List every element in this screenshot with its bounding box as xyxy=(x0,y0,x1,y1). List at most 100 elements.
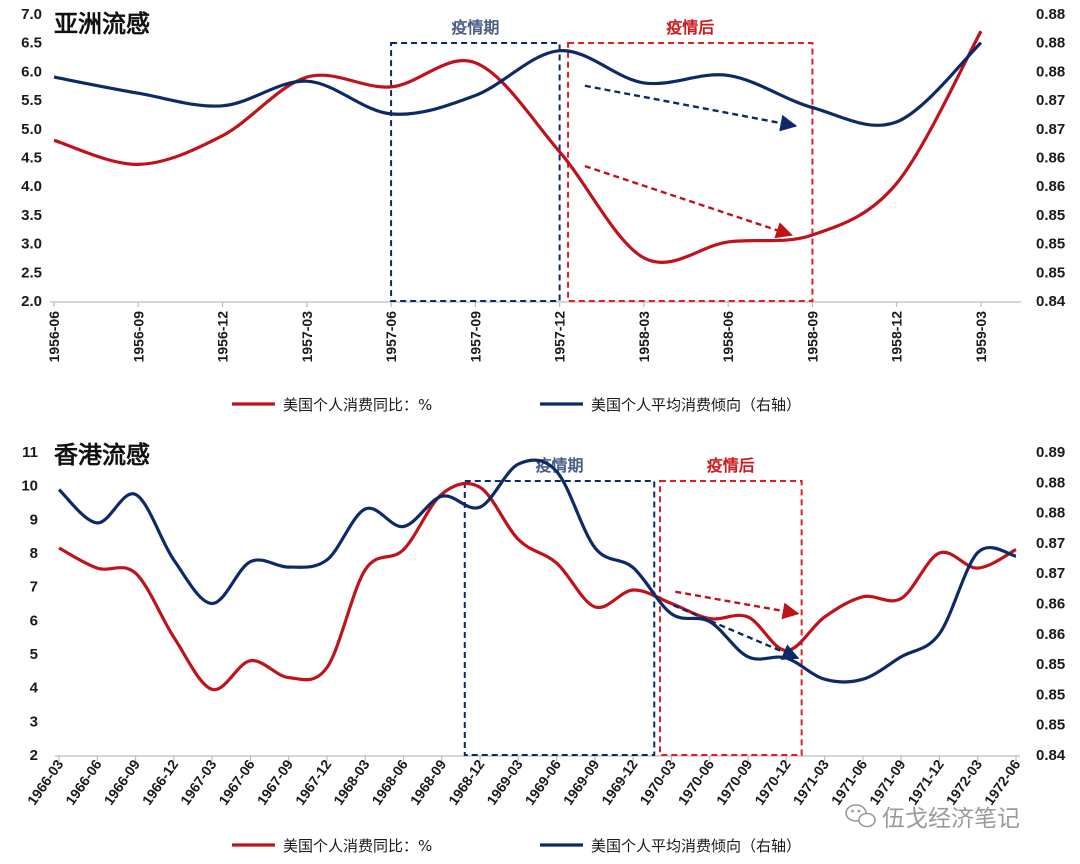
y-tick-label: 8 xyxy=(30,545,38,562)
y-tick-label: 6 xyxy=(30,612,38,629)
x-tick-label: 1967-03 xyxy=(177,756,220,807)
x-tick-label: 1957-12 xyxy=(552,311,568,363)
y-tick-label: 2 xyxy=(30,747,38,764)
y-tick-label: 6.0 xyxy=(21,63,42,80)
legend-label-propensity: 美国个人平均消费倾向（右轴） xyxy=(591,396,801,414)
series-line-propensity xyxy=(57,458,1017,684)
y-axis-right: 0.84 0.85 0.85 0.85 0.86 0.86 0.87 0.87 0.88 0.88… xyxy=(1036,6,1066,310)
annotation-box-label: 疫情期 xyxy=(536,456,584,475)
x-tick-label: 1967-06 xyxy=(215,756,258,807)
x-axis-ticks: 1966-031966-061966-091966-121967-031967-… xyxy=(24,756,1024,808)
y-axis-left: 2 3 4 5 6 7 8 9 10 11 xyxy=(21,444,38,764)
y-tick-label: 4 xyxy=(30,680,39,697)
annotation-boxes: 疫情期 疫情后 xyxy=(390,18,814,302)
y2-tick-label: 0.86 xyxy=(1036,626,1065,643)
y-tick-label: 4.0 xyxy=(21,178,42,195)
x-tick-label: 1966-06 xyxy=(62,756,105,807)
y-tick-label: 7.0 xyxy=(21,6,42,23)
trend-arrows xyxy=(584,84,798,239)
y-tick-label: 2.0 xyxy=(21,293,42,310)
watermark-text: 伍戈经济笔记 xyxy=(882,806,1020,832)
y-tick-label: 7 xyxy=(30,579,38,596)
y2-tick-label: 0.84 xyxy=(1036,747,1066,764)
wechat-icon xyxy=(845,804,876,828)
y-axis-right: 0.84 0.85 0.85 0.85 0.86 0.86 0.87 0.87 0.88 0.88… xyxy=(1036,444,1066,764)
y-tick-label: 2.5 xyxy=(21,264,42,281)
x-tick-label: 1972-06 xyxy=(981,756,1024,807)
annotation-box-label: 疫情后 xyxy=(666,18,714,37)
x-tick-label: 1957-06 xyxy=(383,311,399,363)
x-tick-label: 1968-12 xyxy=(445,756,488,807)
y2-tick-label: 0.88 xyxy=(1036,474,1065,491)
x-tick-label: 1969-12 xyxy=(598,756,641,807)
chart-title: 香港流感 xyxy=(54,441,150,469)
y-tick-label: 4.5 xyxy=(21,150,42,167)
y2-tick-label: 0.85 xyxy=(1036,207,1065,224)
y-tick-label: 3.5 xyxy=(21,207,42,224)
y2-tick-label: 0.88 xyxy=(1036,505,1065,522)
y2-tick-label: 0.85 xyxy=(1036,264,1065,281)
x-tick-label: 1958-06 xyxy=(720,311,736,363)
x-tick-label: 1972-03 xyxy=(943,756,986,807)
x-tick-label: 1966-03 xyxy=(24,756,67,807)
series-line-propensity xyxy=(53,41,983,127)
y2-tick-label: 0.87 xyxy=(1036,121,1065,138)
annotation-box xyxy=(390,42,561,302)
y2-tick-label: 0.88 xyxy=(1036,6,1065,23)
trend-arrow xyxy=(584,84,798,132)
y-tick-label: 3.0 xyxy=(21,236,42,253)
legend-label-consumption: 美国个人消费同比：% xyxy=(283,837,432,855)
watermark: 伍戈经济笔记 xyxy=(845,804,1020,832)
x-tick-label: 1971-06 xyxy=(828,756,871,807)
y2-tick-label: 0.88 xyxy=(1036,63,1065,80)
y-tick-label: 5 xyxy=(30,646,38,663)
y2-tick-label: 0.87 xyxy=(1036,535,1065,552)
annotation-box-label: 疫情后 xyxy=(707,456,755,475)
y2-tick-label: 0.87 xyxy=(1036,565,1065,582)
y2-tick-label: 0.86 xyxy=(1036,150,1065,167)
x-tick-label: 1969-03 xyxy=(483,756,526,807)
x-tick-label: 1956-09 xyxy=(130,311,146,363)
series-lines xyxy=(57,458,1017,692)
y2-tick-label: 0.88 xyxy=(1036,35,1065,52)
x-tick-label: 1957-03 xyxy=(299,311,315,363)
y2-tick-label: 0.89 xyxy=(1036,444,1065,461)
x-tick-label: 1958-03 xyxy=(636,311,652,363)
x-tick-label: 1971-09 xyxy=(866,756,909,807)
series-line-consumption xyxy=(53,30,983,264)
x-tick-label: 1956-12 xyxy=(215,311,231,363)
y-axis-left: 2.0 2.5 3.0 3.5 4.0 4.5 5.0 5.5 6.0 6.5 7.0 xyxy=(21,6,42,310)
x-tick-label: 1957-09 xyxy=(467,311,483,363)
x-tick-label: 1970-09 xyxy=(713,756,756,807)
legend-label-consumption: 美国个人消费同比：% xyxy=(283,396,432,414)
y-tick-label: 9 xyxy=(30,511,38,528)
y-tick-label: 10 xyxy=(21,478,38,495)
x-tick-label: 1967-09 xyxy=(254,756,297,807)
x-tick-label: 1970-06 xyxy=(675,756,718,807)
x-tick-label: 1970-12 xyxy=(751,756,794,807)
x-tick-label: 1968-06 xyxy=(368,756,411,807)
annotation-boxes: 疫情期 疫情后 xyxy=(463,456,803,756)
series-line-consumption xyxy=(58,481,1017,692)
x-tick-label: 1958-12 xyxy=(889,311,905,363)
trend-arrow xyxy=(584,164,793,239)
legend: 美国个人消费同比：% 美国个人平均消费倾向（右轴） xyxy=(232,837,801,855)
x-tick-label: 1966-09 xyxy=(100,756,143,807)
trend-arrow xyxy=(675,590,800,620)
y-tick-label: 5.5 xyxy=(21,92,42,109)
x-tick-label: 1956-06 xyxy=(46,311,62,363)
x-tick-label: 1967-12 xyxy=(292,756,335,807)
x-tick-label: 1969-09 xyxy=(560,756,603,807)
y-tick-label: 11 xyxy=(22,444,38,461)
x-tick-label: 1958-09 xyxy=(804,311,820,363)
series-lines xyxy=(53,30,983,264)
x-tick-label: 1959-03 xyxy=(973,311,989,363)
chart-asian-flu: 亚洲流感 2.0 2.5 3.0 3.5 4.0 4.5 5.0 5.5 6.0 6.5 7.0 0… xyxy=(21,6,1066,414)
x-tick-label: 1970-03 xyxy=(636,756,679,807)
x-tick-label: 1971-03 xyxy=(789,756,832,807)
y2-tick-label: 0.84 xyxy=(1036,293,1066,310)
x-axis-ticks: 1956-06 1956-09 1956-12 1957-03 1957-06 1957-… xyxy=(46,302,989,362)
annotation-box-label: 疫情期 xyxy=(451,18,499,37)
legend-label-propensity: 美国个人平均消费倾向（右轴） xyxy=(591,837,801,855)
